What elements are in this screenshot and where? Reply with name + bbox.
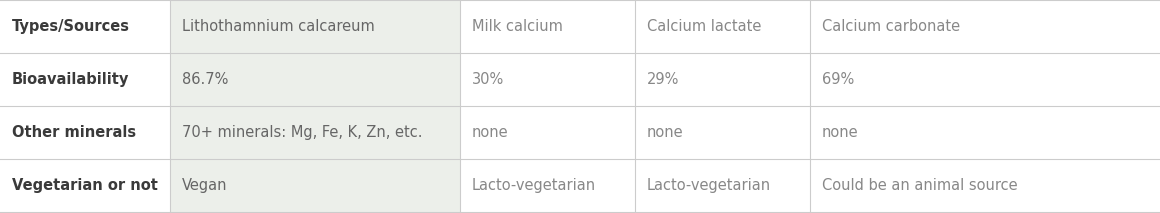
Bar [171,159,461,212]
Text: Bioavailability: Bioavailability [12,72,130,87]
Bar [461,53,635,106]
Text: 86.7%: 86.7% [182,72,229,87]
Text: Milk calcium: Milk calcium [472,19,563,34]
Text: Calcium carbonate: Calcium carbonate [822,19,960,34]
Bar [635,106,810,159]
Bar [0,53,171,106]
Text: Calcium lactate: Calcium lactate [647,19,761,34]
Bar [635,53,810,106]
Text: Vegan: Vegan [182,178,227,193]
Bar [0,106,171,159]
Bar [810,159,1160,212]
Text: Lacto-vegetarian: Lacto-vegetarian [472,178,596,193]
Text: none: none [822,125,858,140]
Text: 69%: 69% [822,72,854,87]
Bar [810,0,1160,53]
Bar [810,106,1160,159]
Bar [171,53,461,106]
Bar [461,106,635,159]
Text: none: none [647,125,683,140]
Text: Types/Sources: Types/Sources [12,19,130,34]
Bar [461,0,635,53]
Text: none: none [472,125,508,140]
Bar [171,106,461,159]
Bar [810,53,1160,106]
Bar [0,0,171,53]
Text: 29%: 29% [647,72,680,87]
Text: Other minerals: Other minerals [12,125,136,140]
Bar [461,159,635,212]
Text: Lacto-vegetarian: Lacto-vegetarian [647,178,771,193]
Bar [171,0,461,53]
Text: Could be an animal source: Could be an animal source [822,178,1017,193]
Bar [635,0,810,53]
Text: 30%: 30% [472,72,505,87]
Text: Lithothamnium calcareum: Lithothamnium calcareum [182,19,375,34]
Bar [635,159,810,212]
Text: 70+ minerals: Mg, Fe, K, Zn, etc.: 70+ minerals: Mg, Fe, K, Zn, etc. [182,125,422,140]
Bar [0,159,171,212]
Text: Vegetarian or not: Vegetarian or not [12,178,158,193]
